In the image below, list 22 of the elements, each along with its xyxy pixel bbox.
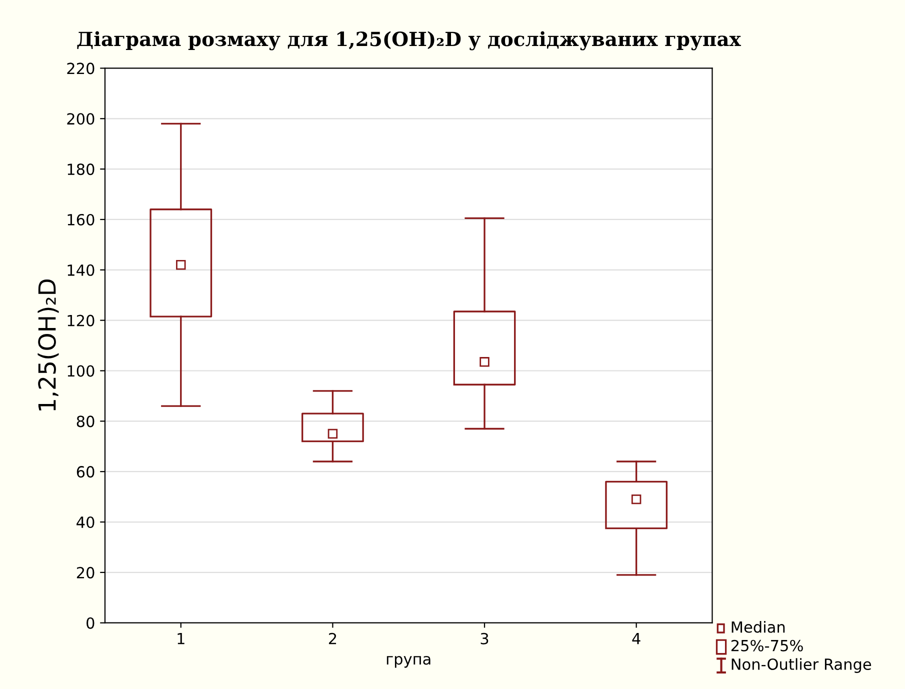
y-tick-label: 20	[76, 566, 94, 578]
y-tick-label: 40	[76, 516, 94, 528]
x-tick-label: 2	[328, 632, 336, 644]
x-tick-label: 1	[178, 633, 184, 644]
y-tick-label: 140	[68, 264, 94, 276]
y-tick-label: 60	[76, 466, 94, 478]
y-tick-label: 80	[76, 416, 94, 428]
y-tick-label: 0	[86, 617, 94, 629]
y-tick-label: 220	[67, 62, 94, 74]
x-tick-label: 3	[480, 632, 488, 644]
y-tick-label: 120	[68, 314, 94, 326]
x-axis-title: група	[386, 656, 430, 668]
text: Non-Outlier Range	[732, 658, 872, 673]
x-tick-label: 4	[632, 633, 640, 644]
y-tick-label: 100	[68, 365, 94, 377]
chart-title: Діаграма розмаху для 1,25(OH)₂D у досліджуваних групах	[77, 31, 742, 50]
y-tick-label: 200	[67, 113, 94, 125]
text: Median	[732, 620, 785, 633]
text: 25%-75%	[731, 640, 803, 652]
y-tick-label: 180	[68, 164, 94, 176]
y-tick-label: 160	[68, 214, 94, 226]
y-axis-title: 1,25(OH)₂D	[38, 279, 59, 410]
